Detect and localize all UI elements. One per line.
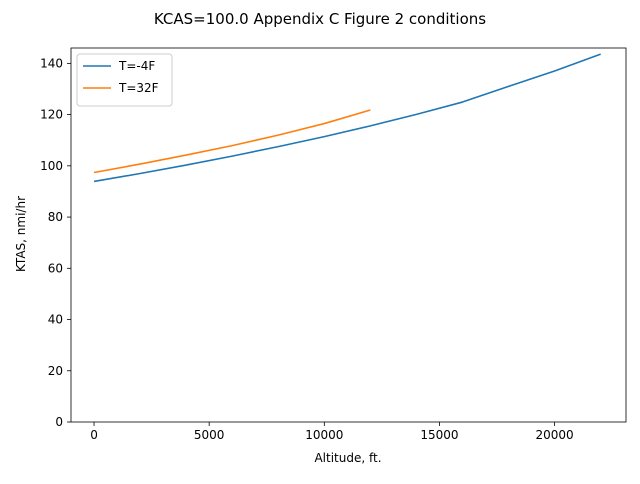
legend-label: T=32F	[118, 81, 159, 95]
x-tick-label: 5000	[194, 428, 225, 442]
legend: T=-4F T=32F	[76, 53, 173, 107]
x-axis-ticks: 0 5000 10000 15000 20000	[90, 422, 574, 442]
y-tick-label: 20	[48, 364, 63, 378]
y-axis-ticks: 0 20 40 60 80 100 120 140	[40, 56, 71, 429]
series-line-1	[93, 53, 601, 183]
y-tick-label: 120	[40, 108, 63, 122]
y-tick-label: 60	[48, 261, 63, 275]
legend-box	[76, 53, 173, 107]
x-axis-label: Altitude, ft.	[314, 451, 381, 465]
plot-frame	[70, 47, 627, 423]
y-tick-label: 80	[48, 210, 63, 224]
chart-title: KCAS=100.0 Appendix C Figure 2 condition…	[154, 10, 486, 28]
y-tick-label: 140	[40, 56, 63, 70]
legend-label: T=-4F	[118, 59, 155, 73]
series-layer	[93, 53, 601, 183]
x-tick-label: 15000	[420, 428, 458, 442]
x-tick-label: 0	[90, 428, 98, 442]
x-tick-label: 20000	[536, 428, 574, 442]
y-tick-label: 40	[48, 313, 63, 327]
y-axis-label: KTAS, nmi/hr	[14, 196, 28, 272]
plot-area	[70, 47, 627, 423]
y-tick-label: 0	[55, 415, 63, 429]
x-tick-label: 10000	[305, 428, 343, 442]
y-tick-label: 100	[40, 159, 63, 173]
series-line-2	[93, 109, 371, 174]
